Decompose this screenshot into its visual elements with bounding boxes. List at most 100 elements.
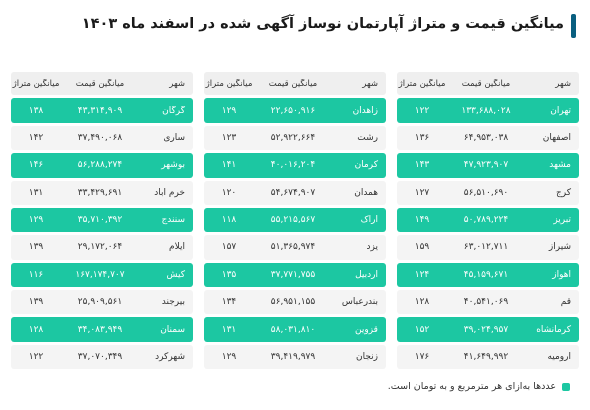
city-cell: رشت xyxy=(357,132,378,143)
price-cell: ۳۷,۰۷۰,۳۴۹ xyxy=(77,351,123,362)
table-row: شیراز ۶۳,۰۱۲,۷۱۱ ۱۵۹ xyxy=(397,235,579,260)
header-area: میانگین متراژ xyxy=(398,78,446,89)
table-row: اهواز ۴۵,۱۵۹,۶۷۱ ۱۲۴ xyxy=(397,262,579,287)
title-accent-bar xyxy=(571,14,576,38)
city-cell: تهران xyxy=(550,105,571,116)
header-price: میانگین قیمت xyxy=(75,78,125,89)
page-title: میانگین قیمت و متراژ آپارتمان نوساز آگهی… xyxy=(81,16,564,32)
city-cell: ساری xyxy=(163,132,185,143)
header-area: میانگین متراژ xyxy=(12,78,60,89)
area-cell: ۱۳۴ xyxy=(221,297,237,308)
area-cell: ۱۲۸ xyxy=(414,297,430,308)
area-cell: ۱۷۶ xyxy=(414,351,430,362)
city-cell: کیش xyxy=(166,269,185,280)
city-cell: مشهد xyxy=(549,160,571,171)
price-cell: ۶۴,۹۵۳,۰۳۸ xyxy=(463,132,509,143)
price-cell: ۵۵,۲۱۵,۵۶۷ xyxy=(270,215,316,226)
price-cell: ۱۶۷,۱۷۴,۷۰۷ xyxy=(75,269,125,280)
area-cell: ۱۴۱ xyxy=(221,160,237,171)
table-row: سمنان ۳۴,۰۸۳,۹۴۹ ۱۲۸ xyxy=(11,317,193,342)
city-cell: خرم آباد xyxy=(154,187,185,198)
table-row: قم ۴۰,۵۴۱,۰۶۹ ۱۲۸ xyxy=(397,289,579,315)
price-cell: ۳۵,۷۱۰,۳۹۲ xyxy=(77,215,123,226)
area-cell: ۱۳۹ xyxy=(28,297,44,308)
table-row: گرگان ۴۳,۳۱۴,۹۰۹ ۱۳۸ xyxy=(11,98,193,123)
header-price: میانگین قیمت xyxy=(461,78,511,89)
price-cell: ۳۷,۴۹۰,۰۶۸ xyxy=(77,132,123,143)
city-cell: قزوین xyxy=(355,324,378,335)
table-row: تهران ۱۳۳,۶۸۸,۰۲۸ ۱۲۲ xyxy=(397,98,579,123)
area-cell: ۱۵۲ xyxy=(414,324,430,335)
price-cell: ۲۵,۹۰۹,۵۶۱ xyxy=(77,297,123,308)
price-cell: ۳۷,۷۷۱,۷۵۵ xyxy=(270,269,316,280)
city-cell: کرج xyxy=(555,187,571,198)
city-cell: شیراز xyxy=(548,242,571,253)
area-cell: ۱۱۸ xyxy=(221,215,237,226)
table-row: سنندج ۳۵,۷۱۰,۳۹۲ ۱۲۹ xyxy=(11,207,193,233)
price-cell: ۵۶,۵۱۰,۶۹۰ xyxy=(463,187,509,198)
header-price: میانگین قیمت xyxy=(268,78,318,89)
area-cell: ۱۲۲ xyxy=(28,351,44,362)
city-cell: گرگان xyxy=(162,105,185,116)
area-cell: ۱۴۳ xyxy=(414,160,430,171)
price-cell: ۴۳,۳۱۴,۹۰۹ xyxy=(77,105,123,116)
table-header: شهر میانگین قیمت میانگین متراژ xyxy=(204,72,386,96)
area-cell: ۱۲۹ xyxy=(28,215,44,226)
price-cell: ۳۴,۰۸۳,۹۴۹ xyxy=(77,324,123,335)
city-cell: همدان xyxy=(354,187,378,198)
table-row: زنجان ۳۹,۴۱۹,۹۷۹ ۱۲۹ xyxy=(204,344,386,370)
city-cell: کرمانشاه xyxy=(536,324,571,335)
table-row: کرمان ۴۰,۰۱۶,۲۰۴ ۱۴۱ xyxy=(204,153,386,178)
price-cell: ۵۸,۰۳۱,۸۱۰ xyxy=(270,324,316,335)
table-header: شهر میانگین قیمت میانگین متراژ xyxy=(397,72,579,96)
area-cell: ۱۲۸ xyxy=(28,324,44,335)
table-row: مشهد ۴۷,۹۲۳,۹۰۷ ۱۴۳ xyxy=(397,153,579,178)
city-cell: اراک xyxy=(360,215,378,226)
table-row: کرج ۵۶,۵۱۰,۶۹۰ ۱۲۷ xyxy=(397,180,579,205)
city-cell: تبریز xyxy=(553,215,571,226)
table-row: بیرجند ۲۵,۹۰۹,۵۶۱ ۱۳۹ xyxy=(11,289,193,315)
area-cell: ۱۵۷ xyxy=(221,242,237,253)
table-row: ارومیه ۴۱,۶۴۹,۹۹۲ ۱۷۶ xyxy=(397,344,579,370)
price-cell: ۲۹,۱۷۲,۰۶۴ xyxy=(77,242,123,253)
price-cell: ۵۴,۶۷۴,۹۰۷ xyxy=(270,187,316,198)
table-row: کرمانشاه ۳۹,۰۲۴,۹۵۷ ۱۵۲ xyxy=(397,317,579,342)
table-row: رشت ۵۲,۹۲۲,۶۶۴ ۱۲۳ xyxy=(204,125,386,151)
city-cell: کرمان xyxy=(354,160,378,171)
price-cell: ۱۳۳,۶۸۸,۰۲۸ xyxy=(461,105,511,116)
table-row: اصفهان ۶۴,۹۵۳,۰۳۸ ۱۳۶ xyxy=(397,125,579,151)
city-cell: ایلام xyxy=(169,242,185,253)
price-cell: ۳۹,۰۲۴,۹۵۷ xyxy=(463,324,509,335)
area-cell: ۱۲۹ xyxy=(221,105,237,116)
price-cell: ۳۳,۴۲۹,۶۹۱ xyxy=(77,187,123,198)
table-row: زاهدان ۲۲,۶۵۰,۹۱۶ ۱۲۹ xyxy=(204,98,386,123)
area-cell: ۱۲۷ xyxy=(414,187,430,198)
city-table-2: شهر میانگین قیمت میانگین متراژ زاهدان ۲۲,۶۵۰… xyxy=(204,72,386,372)
table-row: ساری ۳۷,۴۹۰,۰۶۸ ۱۴۲ xyxy=(11,125,193,151)
price-cell: ۴۵,۱۵۹,۶۷۱ xyxy=(463,269,509,280)
city-cell: یزد xyxy=(366,242,378,253)
price-cell: ۴۱,۶۴۹,۹۹۲ xyxy=(463,351,509,362)
city-cell: اصفهان xyxy=(542,132,571,143)
area-cell: ۱۳۱ xyxy=(28,187,44,198)
price-cell: ۵۲,۹۲۲,۶۶۴ xyxy=(270,132,316,143)
city-table-3: شهر میانگین قیمت میانگین متراژ گرگان ۴۳,۳۱۴,… xyxy=(11,72,193,372)
area-cell: ۱۴۲ xyxy=(28,132,44,143)
city-cell: زنجان xyxy=(355,351,378,362)
city-cell: ارومیه xyxy=(547,351,571,362)
city-cell: سنندج xyxy=(161,215,185,226)
table-row: اردبیل ۳۷,۷۷۱,۷۵۵ ۱۳۵ xyxy=(204,262,386,287)
table-row: ایلام ۲۹,۱۷۲,۰۶۴ ۱۳۹ xyxy=(11,235,193,260)
footnote-bullet-icon xyxy=(562,382,570,391)
table-row: شهرکرد ۳۷,۰۷۰,۳۴۹ ۱۲۲ xyxy=(11,344,193,370)
area-cell: ۱۳۶ xyxy=(414,132,430,143)
city-cell: بندرعباس xyxy=(341,297,378,308)
header-city: شهر xyxy=(169,78,185,89)
footnote-text: عددها به‌ازای هر مترمربع و به تومان است. xyxy=(387,381,556,392)
footnote: عددها به‌ازای هر مترمربع و به تومان است. xyxy=(388,381,570,392)
area-cell: ۱۴۹ xyxy=(414,215,430,226)
header-city: شهر xyxy=(555,78,571,89)
table-row: اراک ۵۵,۲۱۵,۵۶۷ ۱۱۸ xyxy=(204,207,386,233)
table-row: تبریز ۵۰,۷۸۹,۲۲۴ ۱۴۹ xyxy=(397,207,579,233)
area-cell: ۱۳۸ xyxy=(28,105,44,116)
